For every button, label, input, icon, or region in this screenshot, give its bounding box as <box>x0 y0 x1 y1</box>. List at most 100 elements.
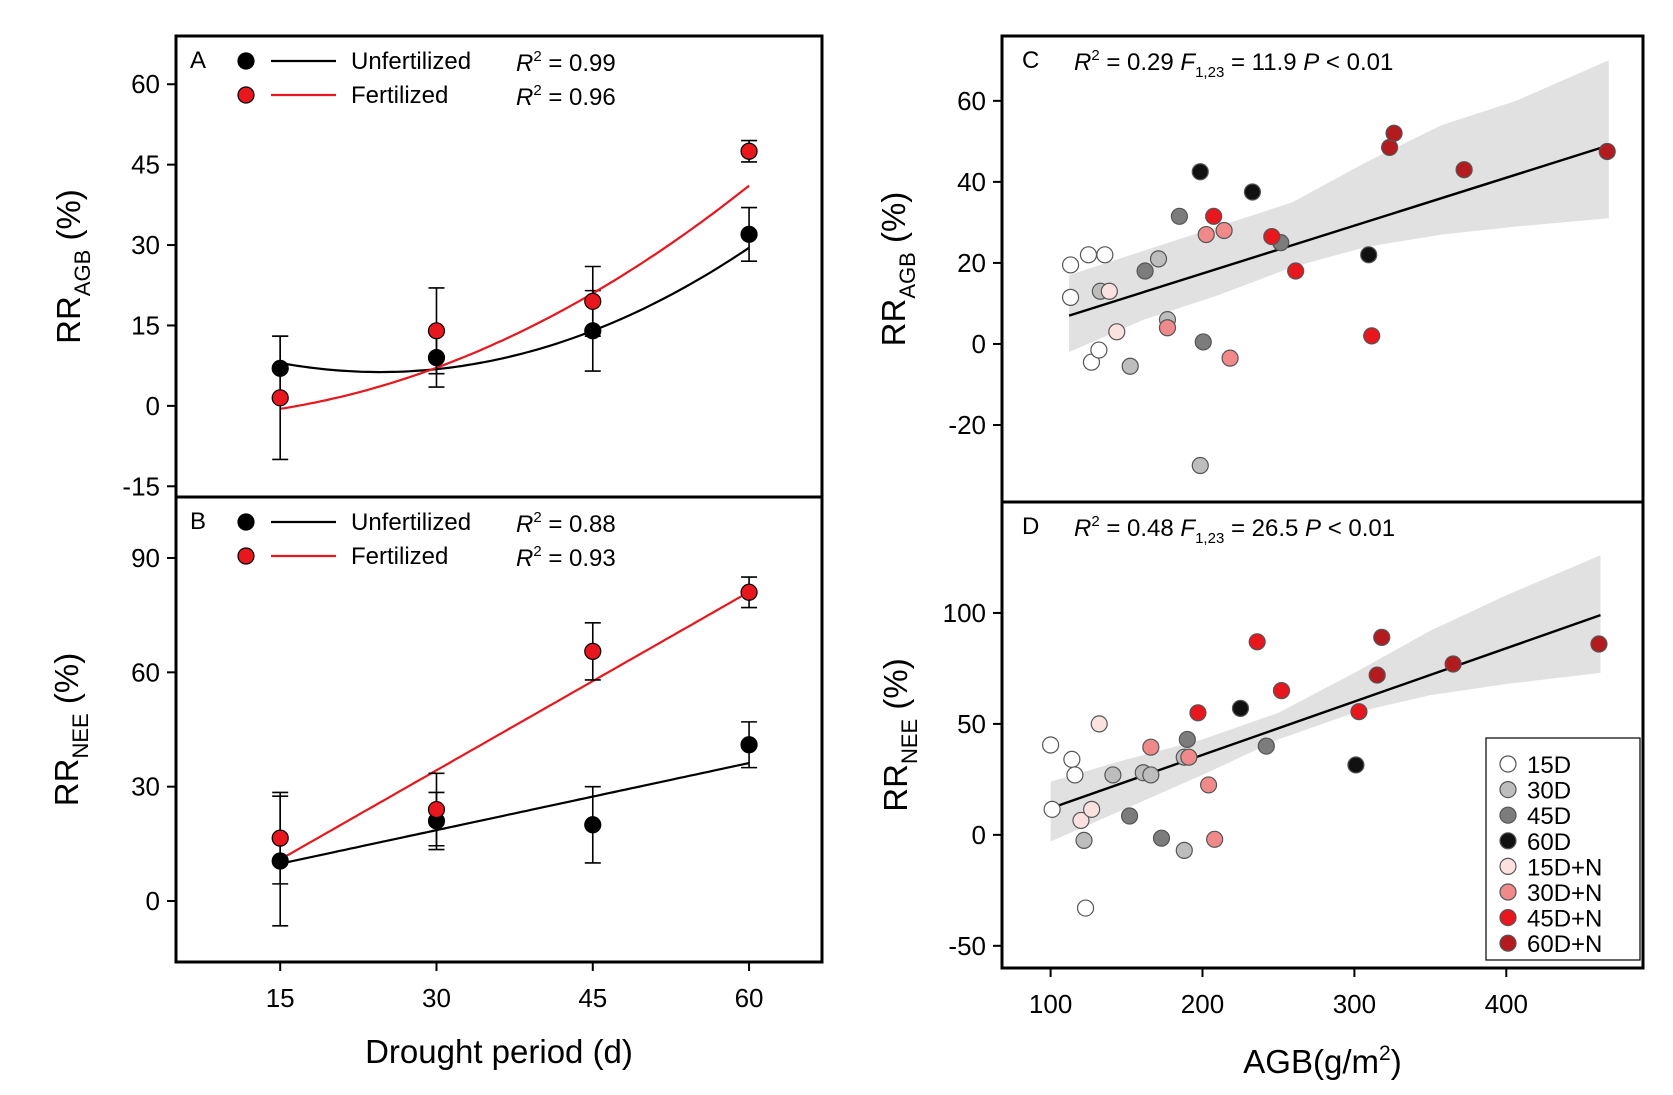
panel-B-letter: B <box>190 508 206 535</box>
panel-A-legend-r2-symbol-1: R <box>516 84 533 111</box>
panel-D-point-13 <box>1178 730 1196 749</box>
panel-D-ytick-label-0: 100 <box>943 598 986 628</box>
panel-D-legend-label-3: 60D <box>1527 829 1571 856</box>
panel-B-ytick-label-1: 60 <box>131 657 160 687</box>
panel-C-point-23 <box>1221 349 1239 367</box>
panel-A-ylabel-unit: (%) <box>50 189 87 250</box>
panel-A-ytick-label-2: 30 <box>131 230 160 260</box>
panel-B-ylabel-unit: (%) <box>48 653 85 714</box>
panel-B-ylabel-sub: NEE <box>68 713 93 758</box>
panel-D-point-18 <box>1083 800 1101 818</box>
panel-D-ylabel-sub: NEE <box>897 719 922 764</box>
panel-B-ytick-label-0: 90 <box>131 543 160 573</box>
panel-D-ylabel-main: RR <box>877 764 914 812</box>
panel-D-stats-gap-1 <box>1174 515 1181 542</box>
panel-A-legend-r2-1: R2 = 0.96 <box>516 82 616 111</box>
panel-A-s1-point-3 <box>740 142 758 160</box>
panel-C-point-7 <box>1121 357 1139 375</box>
panel-D-xtick-label-1: 200 <box>1181 989 1224 1019</box>
panel-D-legend-marker-2 <box>1499 806 1517 824</box>
panel-D-point-26 <box>1272 682 1291 700</box>
panel-B-legend-r2-1: R2 = 0.93 <box>516 543 616 572</box>
panel-D-legend-label-6: 45D+N <box>1527 906 1602 933</box>
panel-D-legend-marker-3 <box>1499 832 1517 850</box>
panel-C-stats: R2 = 0.29 F1,23 = 11.9 P < 0.01 <box>1074 47 1393 81</box>
panel-B-ytick-label-2: 30 <box>131 772 160 802</box>
panel-B-legend-marker-0 <box>237 513 255 531</box>
panel-D-legend-marker-0 <box>1499 755 1517 773</box>
panel-A-legend-r2-value-0: = 0.99 <box>542 50 616 77</box>
panel-C-point-28 <box>1380 138 1399 157</box>
panel-C-point-12 <box>1170 207 1188 225</box>
panel-B-s0-point-0 <box>271 852 289 870</box>
panel-C-ylabel-main: RR <box>875 299 912 347</box>
panel-D-point-6 <box>1104 766 1122 784</box>
panel-D-stats-r2-symbol: R <box>1074 515 1091 542</box>
panel-D-legend-marker-5 <box>1499 883 1517 901</box>
panel-C-point-27 <box>1363 327 1381 345</box>
panel-A-ytick-label-5: -15 <box>122 471 160 501</box>
panel-B-legend-r2-symbol-0: R <box>516 511 533 538</box>
panel-D-point-30 <box>1444 655 1462 673</box>
panel-A-s0-point-1 <box>427 349 446 367</box>
panel-A-fit-1 <box>280 184 750 410</box>
panel-B-legend-r2-0: R2 = 0.88 <box>516 509 616 538</box>
panel-C-stats-gap-1 <box>1174 49 1181 76</box>
panel-D-point-23 <box>1206 830 1224 848</box>
panel-C-point-15 <box>1191 163 1209 181</box>
panel-A-s0-point-0 <box>271 359 289 377</box>
panel-C-ylabel: RRAGB (%) <box>875 192 920 347</box>
panel-A-ytick-label-1: 45 <box>131 150 160 180</box>
panel-D-xtick-label-3: 400 <box>1485 989 1528 1019</box>
panel-D-frame <box>1000 500 1645 970</box>
panel-B-ytick-label-3: 0 <box>146 886 160 916</box>
panel-B-xtick-label-0: 15 <box>266 983 295 1013</box>
panel-A-ylabel: RRAGB (%) <box>50 189 95 344</box>
panel-C-point-5 <box>1090 341 1108 359</box>
panel-C-stats-f-sub: 1,23 <box>1195 64 1224 81</box>
panel-D-point-14 <box>1257 737 1275 755</box>
panel-D-point-5 <box>1075 831 1093 850</box>
panel-C-stats-p-symbol: P <box>1303 49 1319 76</box>
panel-C-ci-band <box>1069 60 1609 353</box>
panel-A-s1-point-0 <box>271 389 289 407</box>
panel-D-point-2 <box>1063 750 1081 769</box>
panel-C-stats-gap-2 <box>1297 49 1304 76</box>
panel-D-point-19 <box>1090 715 1108 733</box>
panel-D-ci-band <box>1050 555 1601 842</box>
panel-A-ytick-label-4: 0 <box>146 391 160 421</box>
panel-C-stats-f-symbol: F <box>1180 49 1196 76</box>
panel-D-ytick-label-3: -50 <box>948 931 986 961</box>
panel-C-point-1 <box>1061 256 1080 274</box>
panel-D-stats: R2 = 0.48 F1,23 = 26.5 P < 0.01 <box>1074 513 1395 547</box>
panel-C-point-0 <box>1061 288 1080 306</box>
panel-D-point-15 <box>1231 699 1250 717</box>
panel-D-point-1 <box>1043 800 1061 818</box>
panel-B-xtick-label-1: 30 <box>422 983 451 1013</box>
panel-A-fit-0 <box>279 246 750 374</box>
panel-A-legend-marker-1 <box>237 86 255 104</box>
panel-D-legend-label-7: 60D+N <box>1527 931 1602 958</box>
panel-B-legend-label-0: Unfertilized <box>351 509 471 536</box>
panel-A-frame <box>174 34 824 499</box>
panel-C-point-10 <box>1191 456 1209 475</box>
panel-C-point-25 <box>1263 227 1281 246</box>
panel-D-legend-label-0: 15D <box>1527 752 1571 779</box>
panel-C-ytick-label-1: 40 <box>957 167 986 197</box>
panel-B-xtick-label-3: 60 <box>735 983 764 1013</box>
panel-A-ytick-label-0: 60 <box>131 69 160 99</box>
panel-D-ylabel: RRNEE (%) <box>877 658 922 811</box>
panel-C-point-11 <box>1136 262 1154 280</box>
panel-A-s1-point-1 <box>427 322 446 340</box>
panel-A-s0-point-2 <box>584 322 602 340</box>
panel-C-point-18 <box>1100 282 1118 300</box>
panel-B-legend-r2-value-0: = 0.88 <box>542 511 616 538</box>
panel-C-point-2 <box>1079 246 1098 264</box>
panel-D-legend-label-5: 30D+N <box>1527 880 1602 907</box>
panel-D-legend-label-2: 45D <box>1527 803 1571 830</box>
panel-C-stats-r2-exp: 2 <box>1091 47 1099 64</box>
panel-B-s0-point-2 <box>584 816 602 834</box>
panel-C-point-29 <box>1385 124 1403 142</box>
